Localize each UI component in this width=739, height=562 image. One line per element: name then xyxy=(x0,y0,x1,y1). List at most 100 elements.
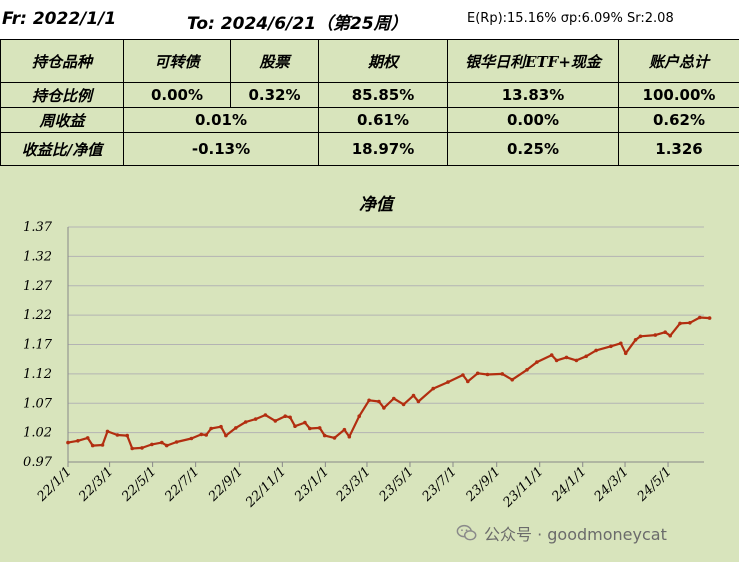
metrics-text: E(Rp):15.16% σp:6.09% Sr:2.08 xyxy=(467,11,674,26)
date-from: Fr: 2022/1/1 xyxy=(2,9,117,29)
table-cell: 1.326 xyxy=(618,132,739,166)
table-cell: -0.13% xyxy=(123,132,319,166)
holding-row: 持仓比例 0.00% 0.32% 85.85% 13.83% 100.00% xyxy=(0,82,739,108)
data-point xyxy=(668,333,672,338)
data-point xyxy=(347,434,352,439)
data-point xyxy=(707,316,712,320)
data-point xyxy=(535,360,539,364)
header-cell: 持仓品种 xyxy=(0,39,124,83)
x-tick-label: 22/11/1 xyxy=(242,464,289,511)
data-point xyxy=(308,426,312,431)
data-point xyxy=(342,427,347,432)
x-tick-label: 23/1/1 xyxy=(291,464,332,505)
data-point xyxy=(549,353,554,357)
data-point xyxy=(253,417,258,421)
data-point xyxy=(461,373,465,377)
table-cell: 0.62% xyxy=(618,107,739,133)
data-point xyxy=(100,443,105,447)
chart-title: 净值 xyxy=(359,195,396,215)
header-cell: 账户总计 xyxy=(618,39,739,83)
data-point xyxy=(485,372,490,377)
y-tick-label: 1.07 xyxy=(23,396,53,411)
data-point xyxy=(609,344,613,349)
y-tick-label: 1.02 xyxy=(23,426,52,441)
data-point xyxy=(234,426,238,430)
table-cell: 0.00% xyxy=(447,107,619,133)
data-point xyxy=(475,371,480,376)
data-point xyxy=(263,413,268,417)
y-tick-label: 0.97 xyxy=(23,455,53,470)
header-cell: 银华日利ETF+现金 xyxy=(447,39,619,83)
row-label: 周收益 xyxy=(0,107,124,133)
data-point xyxy=(377,399,381,404)
x-tick-label: 22/1/1 xyxy=(34,464,75,505)
data-point xyxy=(688,321,692,325)
table-cell: 100.00% xyxy=(618,82,739,108)
data-point xyxy=(174,440,179,444)
x-tick-label: 22/3/1 xyxy=(76,464,117,505)
data-point xyxy=(164,443,169,448)
x-tick-label: 22/5/1 xyxy=(119,464,160,505)
data-point xyxy=(392,396,396,401)
y-tick-label: 1.17 xyxy=(23,338,53,353)
data-point xyxy=(382,406,386,410)
x-tick-label: 23/7/1 xyxy=(419,464,460,505)
data-point xyxy=(678,321,682,326)
data-point xyxy=(367,398,371,403)
data-point xyxy=(594,348,598,353)
y-tick-label: 1.22 xyxy=(23,308,52,323)
chart-gridlines xyxy=(68,226,704,434)
data-point xyxy=(500,372,505,376)
data-point xyxy=(466,379,470,384)
y-tick-label: 1.37 xyxy=(23,220,53,235)
data-point xyxy=(698,315,702,320)
table-cell: 0.00% xyxy=(123,82,231,108)
row-label: 持仓比例 xyxy=(0,82,124,108)
header-cell: 可转债 xyxy=(123,39,231,83)
x-axis-ticks: 22/1/1 22/3/1 22/5/1 22/7/1 22/9/122/11/1 23/… xyxy=(34,462,675,511)
data-point xyxy=(574,358,579,363)
table-cell: 13.83% xyxy=(447,82,619,108)
header-bar: Fr: 2022/1/1 To: 2024/6/21（第25周） E(Rp):1… xyxy=(0,0,739,39)
data-point xyxy=(243,420,248,424)
data-point xyxy=(90,443,95,448)
data-point xyxy=(85,436,90,440)
x-tick-label: 23/3/1 xyxy=(333,464,374,505)
x-tick-label: 22/7/1 xyxy=(162,464,203,505)
data-point xyxy=(273,419,278,423)
y-tick-label: 1.12 xyxy=(23,367,52,382)
data-point xyxy=(303,420,307,425)
data-point xyxy=(224,433,228,438)
data-point xyxy=(416,399,421,404)
table-cell: 85.85% xyxy=(318,82,448,108)
data-point xyxy=(653,333,658,337)
data-point xyxy=(357,414,362,418)
y-axis-ticks: 1.37 1.32 1.27 1.22 1.17 1.12 1.07 1.02 0.97 xyxy=(23,220,53,470)
data-point xyxy=(633,338,638,342)
data-point xyxy=(619,341,623,346)
data-point xyxy=(115,433,120,437)
data-point xyxy=(293,424,297,428)
data-point xyxy=(125,433,129,438)
x-tick-label: 23/11/1 xyxy=(500,464,547,511)
data-point xyxy=(322,433,327,438)
series-line xyxy=(67,316,710,450)
data-point xyxy=(623,351,628,356)
date-to: To: 2024/6/21（第25周） xyxy=(187,14,408,34)
data-point xyxy=(554,358,559,363)
data-point xyxy=(317,426,322,430)
data-point xyxy=(584,354,588,359)
row-label: 收益比/净值 xyxy=(0,132,124,166)
data-point xyxy=(189,436,194,441)
data-point xyxy=(160,440,164,445)
x-tick-label: 24/3/1 xyxy=(591,464,632,505)
x-tick-label: 24/1/1 xyxy=(549,464,590,505)
data-point xyxy=(66,440,70,445)
data-point xyxy=(564,355,569,360)
y-tick-label: 1.27 xyxy=(23,279,53,294)
data-point xyxy=(150,442,154,447)
data-point xyxy=(130,446,134,451)
x-tick-label: 22/9/1 xyxy=(205,464,246,505)
data-point xyxy=(446,380,450,384)
